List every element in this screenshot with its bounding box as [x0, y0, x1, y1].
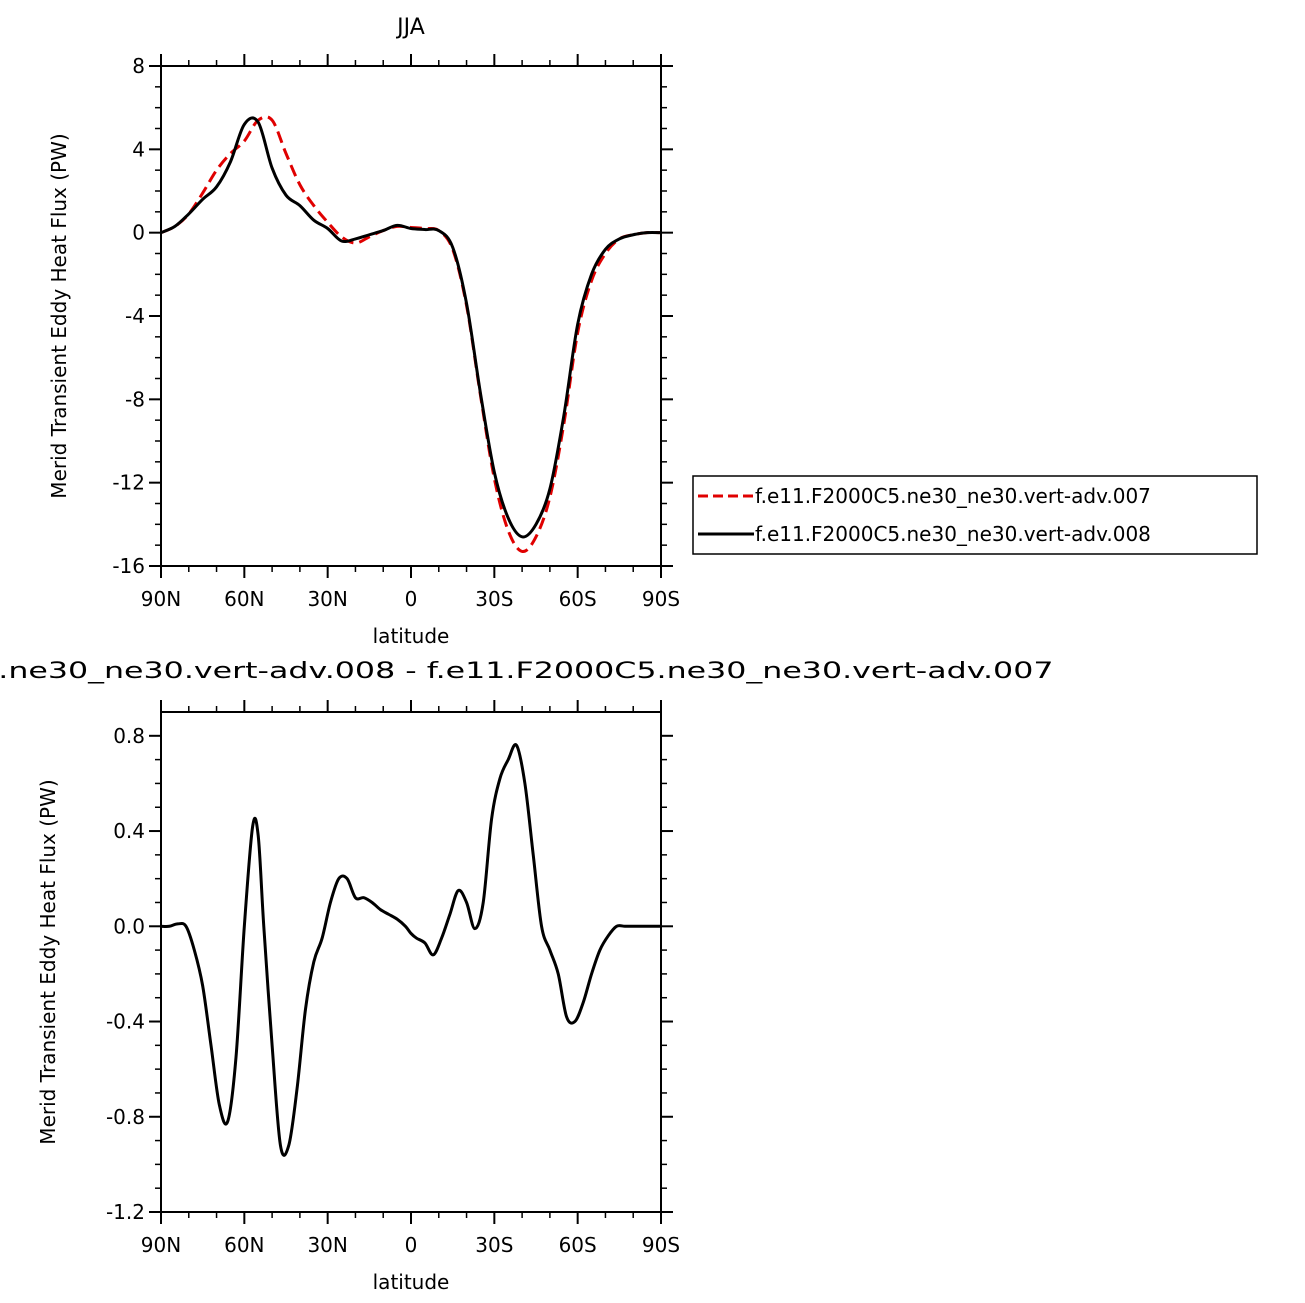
x-tick-label: 60N — [224, 587, 264, 611]
top-xlabel: latitude — [373, 624, 450, 648]
y-tick-label: 0.4 — [113, 819, 145, 843]
x-tick-label: 90S — [642, 587, 680, 611]
y-tick-label: 4 — [132, 137, 145, 161]
legend-label-008: f.e11.F2000C5.ne30_ne30.vert-adv.008 — [755, 522, 1151, 546]
x-tick-label: 30S — [475, 587, 513, 611]
y-tick-label: -16 — [112, 554, 145, 578]
y-tick-label: 0.0 — [113, 914, 145, 938]
bottom-title: f.e11.F2000C5.ne30_ne30.vert-adv.008 - f… — [0, 659, 1054, 684]
x-tick-label: 90N — [141, 587, 181, 611]
x-tick-label: 0 — [405, 587, 418, 611]
x-tick-label: 90N — [141, 1233, 181, 1257]
bottom-series — [161, 743, 661, 1157]
x-tick-label: 60S — [559, 1233, 597, 1257]
top-plot-frame — [160, 65, 662, 567]
y-tick-label: 0.8 — [113, 724, 145, 748]
x-tick-label: 60S — [559, 587, 597, 611]
top-ticks: 8 4 0 -4 -8 -12 -16 90N 60N 30N 0 30S 60S 90S — [112, 54, 680, 611]
top-series — [161, 115, 661, 553]
y-tick-label: 0 — [132, 221, 145, 245]
y-tick-label: -1.2 — [106, 1200, 145, 1224]
x-tick-label: 30N — [307, 587, 347, 611]
y-tick-label: -0.4 — [106, 1010, 145, 1034]
top-legend: f.e11.F2000C5.ne30_ne30.vert-adv.007 f.e… — [692, 475, 1258, 555]
series-line-0 — [161, 115, 661, 553]
legend-box — [692, 475, 1258, 555]
top-ylabel: Merid Transient Eddy Heat Flux (PW) — [47, 133, 71, 498]
x-tick-label: 60N — [224, 1233, 264, 1257]
x-tick-label: 90S — [642, 1233, 680, 1257]
bottom-xlabel: latitude — [373, 1270, 450, 1294]
legend-label-007: f.e11.F2000C5.ne30_ne30.vert-adv.007 — [755, 484, 1151, 508]
bottom-ticks: 0.8 0.4 0.0 -0.4 -0.8 -1.2 90N 60N 30N 0 30S 60S 90S — [106, 700, 680, 1257]
series-line-1 — [161, 116, 661, 539]
bottom-plot-frame — [160, 711, 662, 1213]
x-tick-label: 0 — [405, 1233, 418, 1257]
top-panel: JJA Merid Transient Eddy Heat Flux (PW) … — [47, 15, 680, 648]
x-tick-label: 30S — [475, 1233, 513, 1257]
bottom-panel: f.e11.F2000C5.ne30_ne30.vert-adv.008 - f… — [0, 659, 1054, 1294]
y-tick-label: -0.8 — [106, 1105, 145, 1129]
bottom-ylabel: Merid Transient Eddy Heat Flux (PW) — [36, 779, 60, 1144]
y-tick-label: -12 — [112, 471, 145, 495]
y-tick-label: -8 — [125, 387, 145, 411]
series-line-0 — [161, 743, 661, 1157]
y-tick-label: 8 — [132, 54, 145, 78]
y-tick-label: -4 — [125, 304, 145, 328]
x-tick-label: 30N — [307, 1233, 347, 1257]
top-title: JJA — [395, 15, 425, 40]
